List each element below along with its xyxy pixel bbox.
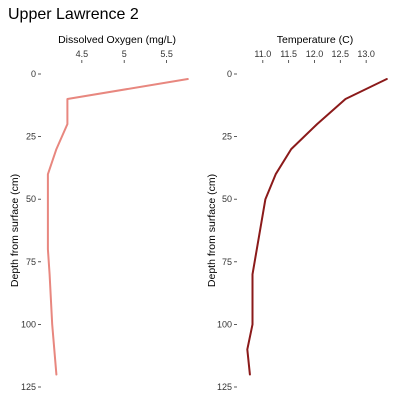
x-tick-label-2-2: 11.5 — [280, 49, 297, 59]
y-tick-label-1-5: 100 — [21, 319, 36, 329]
y-tick-label-1-2: 25 — [26, 132, 36, 142]
x-tick-label-2-3: 12.0 — [306, 49, 324, 59]
y-tick-label-2-4: 75 — [222, 257, 232, 267]
series-line-2 — [246, 78, 388, 376]
y-tick-label-1-3: 50 — [26, 194, 36, 204]
y-tick-label-2-3: 50 — [222, 194, 232, 204]
y-tick-label-2-5: 100 — [217, 319, 232, 329]
x-axis-title-1: Dissolved Oxygen (mg/L) — [58, 34, 176, 46]
y-tick-label-2-2: 25 — [222, 132, 232, 142]
x-tick-label-1-1: 4.5 — [76, 49, 89, 59]
x-axis-title-2: Temperature (C) — [277, 34, 353, 46]
x-tick-label-2-4: 12.5 — [332, 49, 350, 59]
x-tick-label-1-3: 5.5 — [160, 49, 173, 59]
y-tick-label-2-1: 0 — [227, 69, 232, 79]
x-tick-label-2-5: 13.0 — [357, 49, 375, 59]
series-line-1 — [46, 78, 189, 376]
x-tick-label-1-2: 5 — [122, 49, 127, 59]
page-title: Upper Lawrence 2 — [8, 6, 139, 23]
y-tick-label-1-1: 0 — [31, 69, 36, 79]
y-tick-label-1-6: 125 — [21, 382, 36, 392]
y-tick-label-1-4: 75 — [26, 257, 36, 267]
x-tick-label-2-1: 11.0 — [254, 49, 271, 59]
y-axis-title-2: Depth from surface (cm) — [206, 174, 218, 287]
y-axis-title-1: Depth from surface (cm) — [9, 174, 21, 287]
y-tick-label-2-6: 125 — [217, 382, 232, 392]
